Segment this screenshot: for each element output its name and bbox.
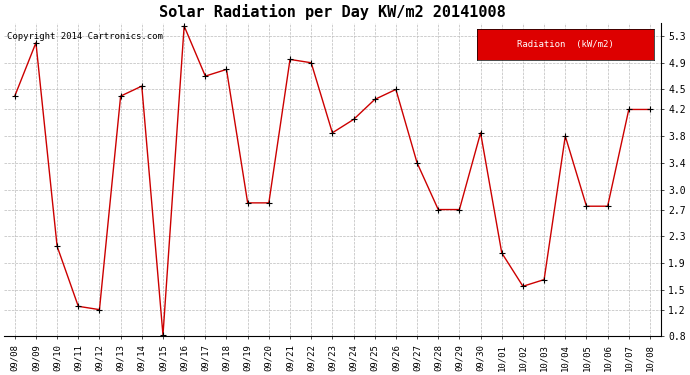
Text: Copyright 2014 Cartronics.com: Copyright 2014 Cartronics.com — [8, 32, 164, 41]
Title: Solar Radiation per Day KW/m2 20141008: Solar Radiation per Day KW/m2 20141008 — [159, 4, 506, 20]
